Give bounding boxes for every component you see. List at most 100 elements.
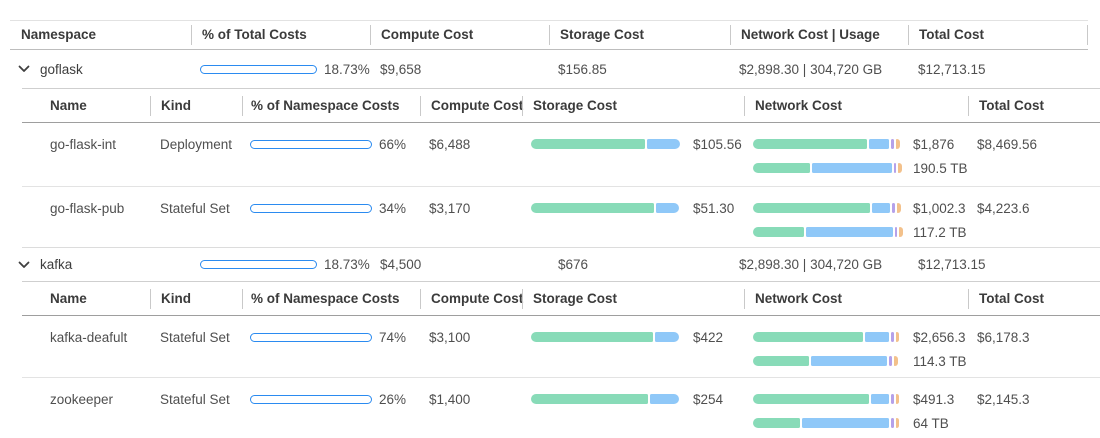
col-header-compute-cost: Compute Cost <box>420 288 523 309</box>
bar-segment-green <box>531 139 645 149</box>
col-header-name: Name <box>50 97 87 113</box>
bar-segment-green <box>753 163 810 173</box>
compute-cost-value: $4,500 <box>380 257 422 272</box>
bar-segment-blue <box>869 139 889 149</box>
network-cost-bar <box>753 139 903 149</box>
bar-segment-blue <box>656 203 679 213</box>
namespace-row-kafka[interactable]: kafka 18.73% $4,500 $676 $2,898.30 | 304… <box>10 248 1088 281</box>
bar-segment-orange <box>894 356 898 366</box>
storage-cost-bar <box>531 332 683 342</box>
bar-segment-green <box>753 227 804 237</box>
total-cost-value: $2,145.3 <box>977 391 1030 407</box>
col-header-pct-total-costs: % of Total Costs <box>191 25 370 45</box>
workload-name: go-flask-int <box>50 136 117 152</box>
pct-namespace-costs-bar <box>250 203 372 213</box>
network-usage-bar <box>753 227 903 237</box>
bar-segment-purple <box>889 356 892 366</box>
namespace-name: kafka <box>40 257 73 272</box>
network-cost-bar <box>753 332 903 342</box>
network-cost-usage-value: $2,898.30 | 304,720 GB <box>739 61 883 77</box>
bar-segment-purple <box>892 203 895 213</box>
storage-cost-bar <box>531 139 683 149</box>
storage-cost-value: $156.85 <box>558 61 607 77</box>
compute-cost-value: $9,658 <box>380 61 422 77</box>
compute-cost-value: $6,488 <box>429 136 471 152</box>
bar-segment-purple <box>895 227 898 237</box>
network-cost-usage-value: $2,898.30 | 304,720 GB <box>739 257 883 272</box>
bar-segment-orange <box>895 394 900 404</box>
total-cost-value: $6,178.3 <box>977 329 1030 345</box>
workload-name: zookeeper <box>50 391 114 407</box>
nested-table-kafka: Name Kind % of Namespace Costs Compute C… <box>22 281 1100 438</box>
bar-segment-green <box>753 332 863 342</box>
network-cost-bar <box>753 203 903 213</box>
total-cost-value: $12,713.15 <box>918 257 986 272</box>
network-cost-value: $1,002.3 <box>913 200 966 216</box>
col-header-storage-cost: Storage Cost <box>522 288 744 309</box>
network-cost-bar <box>753 394 903 404</box>
network-usage-value: 117.2 TB <box>913 224 967 240</box>
col-header-compute-cost: Compute Cost <box>370 25 549 45</box>
pct-namespace-costs-value: 26% <box>379 391 407 407</box>
compute-cost-value: $1,400 <box>429 391 471 407</box>
col-header-compute-cost: Compute Cost <box>420 95 523 116</box>
col-header-kind: Kind <box>150 288 242 309</box>
pct-namespace-costs-bar <box>250 332 372 342</box>
bar-segment-blue <box>801 418 889 428</box>
total-cost-value: $12,713.15 <box>918 61 986 77</box>
network-cost-value: $2,656.3 <box>913 329 966 345</box>
workload-name: kafka-deafult <box>50 329 128 345</box>
namespace-row-goflask[interactable]: goflask 18.73% $9,658 $156.85 $2,898.30 … <box>10 50 1088 88</box>
top-spacer <box>0 0 1100 20</box>
bar-segment-blue <box>654 332 679 342</box>
bar-segment-blue <box>864 332 889 342</box>
network-usage-value: 190.5 TB <box>913 160 968 176</box>
bar-segment-purple <box>890 139 895 149</box>
network-cost-value: $491.3 <box>913 391 955 407</box>
nested-table-goflask: Name Kind % of Namespace Costs Compute C… <box>22 88 1100 248</box>
total-cost-value: $8,469.56 <box>977 136 1038 152</box>
bar-segment-orange <box>896 139 900 149</box>
bar-segment-green <box>531 332 653 342</box>
bar-segment-blue <box>870 394 889 404</box>
cost-table: Namespace % of Total Costs Compute Cost … <box>10 20 1100 438</box>
namespace-name: goflask <box>40 61 83 77</box>
workload-row-go-flask-pub: go-flask-pub Stateful Set 34% $3,170 $51… <box>22 187 1100 247</box>
chevron-down-icon[interactable] <box>18 261 30 269</box>
bar-segment-orange <box>897 163 902 173</box>
bar-segment-purple <box>890 418 894 428</box>
bar-segment-green <box>531 203 655 213</box>
col-header-pct-namespace-costs: % of Namespace Costs <box>242 95 420 116</box>
pct-total-costs-bar <box>200 64 317 74</box>
col-header-namespace: Namespace <box>21 27 97 42</box>
bar-segment-blue <box>872 203 890 213</box>
pct-total-costs-value: 18.73% <box>324 61 370 77</box>
compute-cost-value: $3,100 <box>429 329 471 345</box>
bar-segment-blue <box>650 394 679 404</box>
bar-segment-green <box>753 356 809 366</box>
col-header-total-cost: Total Cost <box>968 288 1100 309</box>
col-header-network-cost: Network Cost <box>744 288 968 309</box>
workload-kind: Stateful Set <box>160 391 230 407</box>
bar-segment-purple <box>890 394 894 404</box>
nested-table-header: Name Kind % of Namespace Costs Compute C… <box>22 89 1100 123</box>
network-usage-bar <box>753 163 903 173</box>
network-usage-bar <box>753 356 903 366</box>
bar-segment-green <box>753 394 869 404</box>
col-header-total-cost: Total Cost <box>968 95 1100 116</box>
pct-namespace-costs-value: 66% <box>379 136 407 152</box>
workload-kind: Deployment <box>160 136 233 152</box>
workload-kind: Stateful Set <box>160 200 230 216</box>
chevron-down-icon[interactable] <box>18 65 30 73</box>
network-usage-bar <box>753 418 903 428</box>
workload-row-zookeeper: zookeeper Stateful Set 26% $1,400 $254 $… <box>22 378 1100 438</box>
col-header-total-cost: Total Cost <box>908 25 1088 45</box>
bar-segment-green <box>753 203 870 213</box>
bar-segment-orange <box>899 227 903 237</box>
workload-kind: Stateful Set <box>160 329 230 345</box>
bar-segment-orange <box>895 332 900 342</box>
col-header-pct-namespace-costs: % of Namespace Costs <box>242 288 420 309</box>
bar-segment-blue <box>806 227 893 237</box>
workload-row-go-flask-int: go-flask-int Deployment 66% $6,488 $105.… <box>22 123 1100 187</box>
storage-cost-value: $51.30 <box>693 200 735 216</box>
